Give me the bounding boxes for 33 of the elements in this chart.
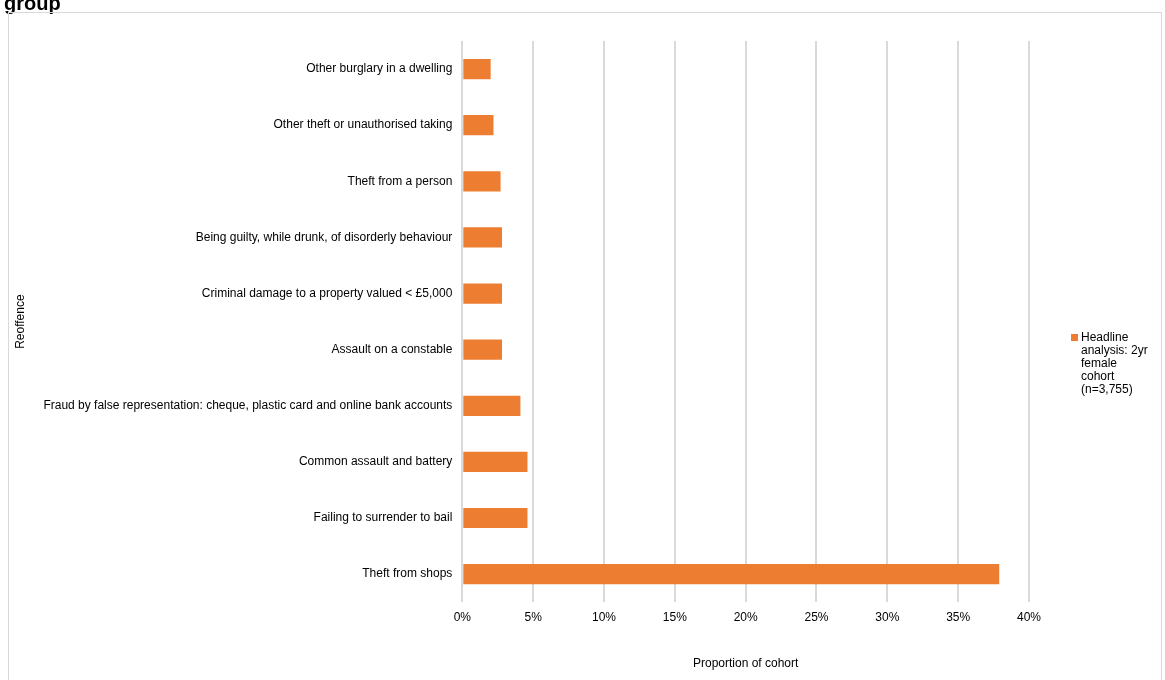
y-tick-label: Fraud by false representation: cheque, plastic card and online bank accounts: [43, 398, 453, 413]
bar: [463, 507, 528, 529]
y-tick-label: Theft from a person: [347, 173, 453, 188]
y-tick-label: Assault on a constable: [331, 341, 453, 356]
bar: [463, 227, 502, 248]
x-tick-label: 15%: [662, 609, 688, 624]
bar: [463, 339, 502, 360]
x-tick-label: 30%: [875, 609, 900, 624]
bar: [463, 171, 501, 192]
x-tick-label: 5%: [524, 609, 543, 624]
x-tick-label: 25%: [804, 609, 829, 624]
x-tick-label: 0%: [453, 609, 472, 624]
y-tick-label: Theft from shops: [362, 566, 453, 581]
x-tick-label: 10%: [591, 609, 617, 624]
bar: [463, 283, 502, 304]
y-tick-label: Other theft or unauthorised taking: [273, 117, 453, 132]
x-axis-title: Proportion of cohort: [692, 656, 800, 671]
bar: [463, 564, 1000, 585]
text: group: [4, 0, 61, 15]
x-tick-label: 40%: [1016, 609, 1042, 624]
y-tick-label: Being guilty, while drunk, of disorderly behaviour: [195, 229, 453, 244]
y-axis-title: Reoffence: [12, 294, 27, 349]
bar: [463, 115, 494, 136]
legend-label: Headline analysis: 2yr female cohort (n=3,755): [1081, 330, 1149, 396]
bar: [463, 58, 491, 80]
y-tick-label: Failing to surrender to bail: [313, 510, 453, 525]
x-tick-label: 35%: [946, 609, 971, 624]
bar: [463, 395, 521, 416]
bar: [463, 451, 528, 472]
x-tick-label: 20%: [733, 609, 758, 624]
y-tick-label: Common assault and battery: [298, 454, 453, 469]
y-tick-label: Criminal damage to a property valued < £5,000: [201, 285, 453, 300]
y-tick-label: Other burglary in a dwelling: [306, 61, 453, 76]
